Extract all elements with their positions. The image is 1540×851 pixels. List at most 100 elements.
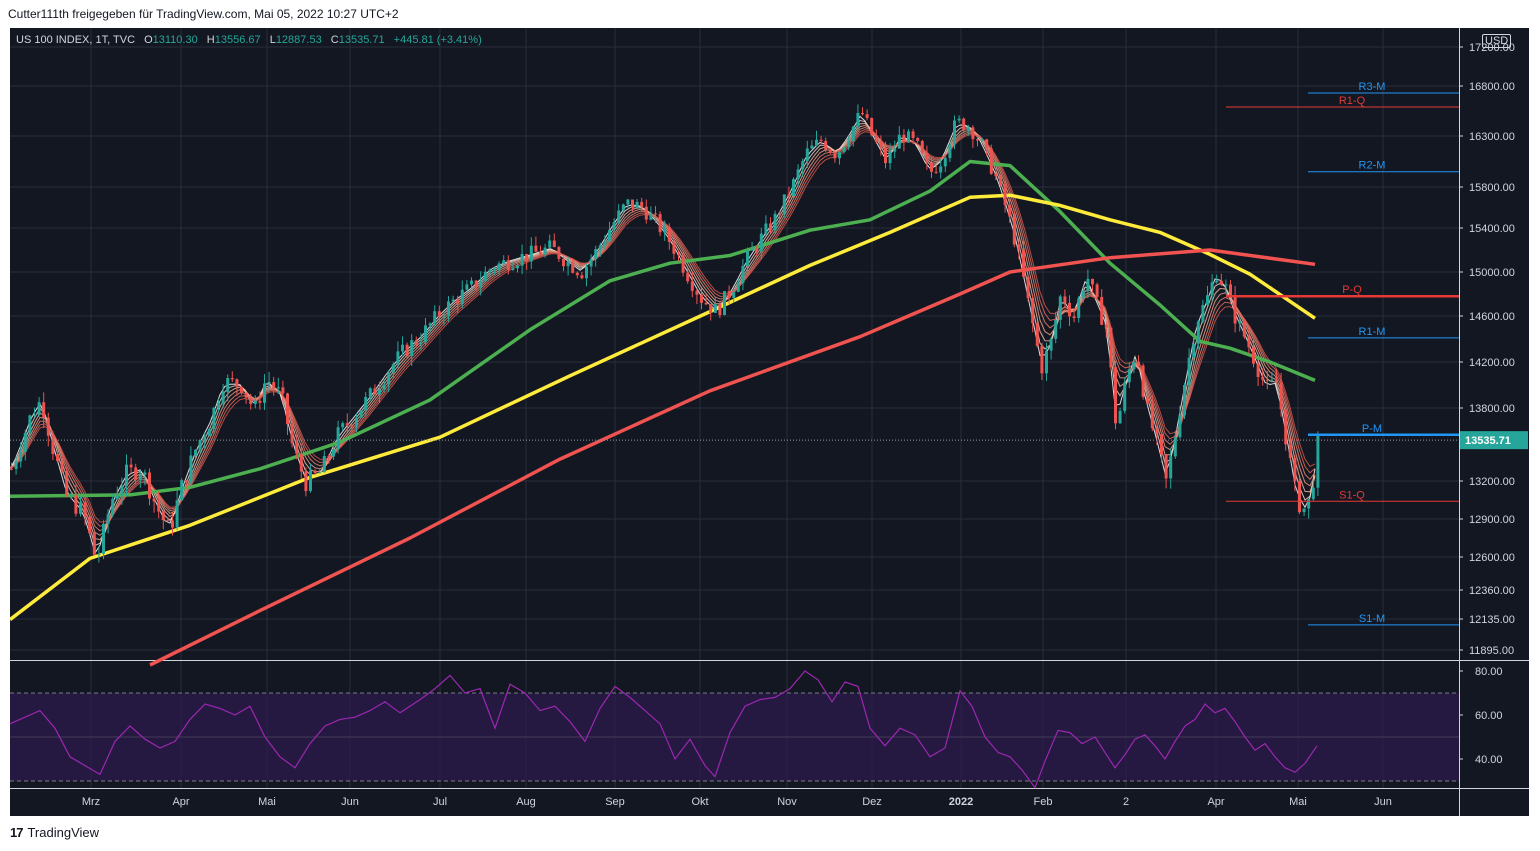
candle-body bbox=[286, 393, 289, 425]
candle-body bbox=[902, 134, 906, 143]
candle-body bbox=[548, 240, 552, 248]
candle-body bbox=[815, 139, 818, 146]
candle-body bbox=[1118, 410, 1122, 424]
candle-body bbox=[437, 311, 441, 317]
candle-body bbox=[1284, 409, 1288, 445]
candle-body bbox=[681, 255, 685, 273]
candle-body bbox=[677, 253, 680, 256]
candle-body bbox=[612, 222, 616, 230]
candle-body bbox=[368, 388, 372, 397]
candle-body bbox=[511, 268, 515, 270]
candle-body bbox=[925, 153, 929, 163]
candle-body bbox=[1100, 296, 1104, 325]
candle-body bbox=[539, 251, 542, 255]
time-tick-label: 2 bbox=[1123, 796, 1129, 808]
candles bbox=[10, 104, 1320, 563]
candle-body bbox=[479, 281, 483, 288]
candle-body bbox=[410, 340, 414, 357]
ribbon-line bbox=[10, 129, 1316, 527]
chart-frame[interactable]: 13535.71 R3-M R1-Q R2-M P-Q R1-M P-M S1-Q S1-M 17… bbox=[10, 28, 1529, 816]
candle-body bbox=[313, 470, 317, 473]
candle-body bbox=[465, 284, 469, 290]
candle-body bbox=[125, 464, 128, 487]
candle-body bbox=[1035, 323, 1039, 346]
chart-canvas[interactable]: 13535.71 R3-M R1-Q R2-M P-Q R1-M P-M S1-Q S1-M 17… bbox=[10, 28, 1529, 816]
last-price-badge bbox=[1460, 431, 1528, 450]
candle-body bbox=[396, 351, 400, 365]
candle-body bbox=[543, 247, 547, 255]
price-tick-label: 17200.00 bbox=[1469, 42, 1515, 54]
currency-badge[interactable]: USD bbox=[1482, 34, 1512, 48]
candle-body bbox=[916, 138, 920, 141]
candle-body bbox=[589, 259, 593, 267]
candle-body bbox=[1141, 365, 1145, 397]
candle-body bbox=[212, 407, 216, 430]
candle-body bbox=[1077, 298, 1081, 318]
candle-body bbox=[152, 498, 156, 502]
candle-body bbox=[1178, 415, 1182, 438]
candle-body bbox=[690, 281, 694, 291]
candle-body bbox=[493, 269, 496, 271]
candle-body bbox=[138, 474, 142, 480]
candle-body bbox=[1288, 444, 1292, 458]
candle-body bbox=[1123, 382, 1127, 411]
candle-body bbox=[1091, 278, 1094, 285]
candle-body bbox=[281, 387, 285, 394]
candle-body bbox=[143, 472, 147, 475]
candle-body bbox=[1270, 379, 1274, 381]
tradingview-logo-icon: 17 bbox=[10, 825, 24, 840]
rsi-tick-label: 60.00 bbox=[1475, 710, 1503, 722]
candle-body bbox=[14, 461, 18, 469]
candle-body bbox=[56, 454, 59, 462]
candle-body bbox=[221, 391, 225, 404]
candle-body bbox=[419, 342, 423, 345]
candle-body bbox=[874, 135, 878, 142]
candle-body bbox=[424, 325, 427, 343]
time-tick-label: Apr bbox=[172, 796, 189, 808]
candle-body bbox=[1252, 347, 1255, 364]
pivot-p-q-label: P-Q bbox=[1342, 284, 1362, 296]
candle-body bbox=[1210, 282, 1214, 296]
candle-body bbox=[957, 118, 961, 121]
candle-body bbox=[92, 533, 96, 555]
candle-body bbox=[1215, 280, 1219, 283]
candle-body bbox=[69, 495, 73, 497]
candle-body bbox=[111, 498, 115, 515]
candle-body bbox=[309, 470, 312, 491]
candle-body bbox=[470, 280, 473, 285]
candle-body bbox=[764, 223, 768, 234]
candle-body bbox=[161, 511, 165, 521]
candle-body bbox=[824, 140, 828, 150]
candle-body bbox=[939, 166, 943, 173]
candle-body bbox=[1242, 320, 1246, 337]
time-tick-label: Nov bbox=[777, 796, 797, 808]
candle-body bbox=[51, 435, 55, 455]
time-tick-label: Jun bbox=[341, 796, 359, 808]
candle-body bbox=[971, 127, 975, 140]
candle-body bbox=[1275, 379, 1278, 383]
candle-body bbox=[635, 201, 639, 209]
candle-body bbox=[985, 139, 989, 149]
candle-body bbox=[240, 386, 243, 393]
candle-body bbox=[598, 245, 602, 250]
candle-body bbox=[364, 396, 368, 411]
ribbon-line bbox=[10, 131, 1316, 523]
candle-body bbox=[198, 440, 202, 450]
candle-body bbox=[33, 414, 36, 416]
candle-body bbox=[244, 392, 248, 398]
candle-body bbox=[207, 429, 211, 437]
candle-body bbox=[1127, 369, 1131, 383]
candle-body bbox=[253, 400, 257, 404]
time-tick-label: 2022 bbox=[949, 796, 973, 808]
pivot-r1-q-label: R1-Q bbox=[1339, 95, 1366, 107]
time-tick-label: Okt bbox=[691, 796, 708, 808]
candle-body bbox=[930, 162, 933, 172]
candle-body bbox=[322, 456, 326, 473]
candle-body bbox=[769, 223, 772, 231]
candle-body bbox=[120, 486, 124, 495]
candle-body bbox=[46, 417, 50, 436]
candle-body bbox=[920, 141, 924, 153]
candle-body bbox=[378, 389, 381, 395]
candle-body bbox=[1132, 361, 1136, 370]
candle-body bbox=[976, 139, 979, 141]
